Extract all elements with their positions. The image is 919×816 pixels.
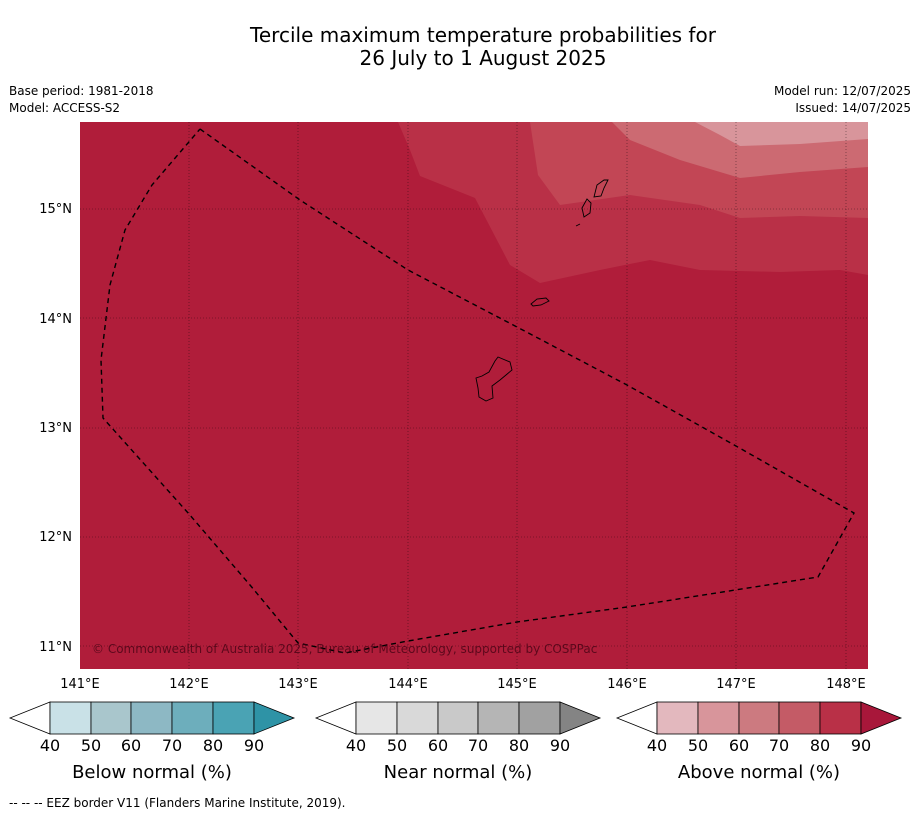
islands	[475, 179, 609, 402]
cb-above-bin	[697, 701, 740, 735]
y-tick-label: 12°N	[39, 530, 72, 545]
colorbar-near	[314, 701, 602, 735]
cb-tick-label: 50	[688, 736, 708, 755]
cb-above-extend-low	[615, 701, 658, 735]
model-run: Model run: 12/07/2025	[773, 84, 911, 98]
island-rota	[530, 297, 550, 307]
cb-tick-label: 40	[647, 736, 667, 755]
cb-near-bin	[396, 701, 439, 735]
issued-date: Issued: 14/07/2025	[795, 101, 911, 115]
cb-near-bin	[355, 701, 398, 735]
colorbar-near-label: Near normal (%)	[384, 762, 533, 783]
cb-tick-label: 70	[769, 736, 789, 755]
cb-tick-label: 40	[40, 736, 60, 755]
model-name: Model: ACCESS-S2	[9, 101, 121, 115]
cb-below-extend-low	[8, 701, 51, 735]
colorbar-below-label: Below normal (%)	[72, 762, 232, 783]
cb-tick-label: 80	[509, 736, 529, 755]
island-aguijan	[575, 223, 581, 227]
graticule	[80, 122, 868, 669]
x-tick-label: 148°E	[826, 677, 866, 692]
x-axis-ticks: 141°E 142°E 143°E 144°E 145°E 146°E 147°…	[60, 677, 866, 692]
chart-title-line-1: Tercile maximum temperature probabilitie…	[250, 23, 716, 47]
cb-tick-label: 50	[387, 736, 407, 755]
cb-near-extend-high	[559, 701, 602, 735]
cb-below-bin	[130, 701, 173, 735]
y-tick-label: 14°N	[39, 312, 72, 327]
cb-below-bin	[49, 701, 92, 735]
y-tick-label: 11°N	[39, 640, 72, 655]
cb-below-bin	[212, 701, 255, 735]
x-tick-label: 144°E	[388, 677, 428, 692]
cb-near-extend-low	[314, 701, 357, 735]
cb-near-bin	[477, 701, 520, 735]
meta-right: Model run: 12/07/2025 Issued: 14/07/2025	[774, 83, 911, 117]
probability-shading	[80, 122, 868, 669]
x-tick-label: 141°E	[60, 677, 100, 692]
cb-below-extend-high	[253, 701, 296, 735]
y-axis-ticks: 15°N 14°N 13°N 12°N 11°N	[39, 202, 72, 655]
cb-tick-label: 50	[81, 736, 101, 755]
cb-above-bin	[819, 701, 862, 735]
base-period: Base period: 1981-2018	[9, 84, 154, 98]
eez-border	[100, 128, 855, 654]
cb-tick-label: 80	[810, 736, 830, 755]
island-saipan	[593, 179, 609, 198]
x-tick-label: 142°E	[169, 677, 209, 692]
colorbar-above-label: Above normal (%)	[678, 762, 840, 783]
chart-title-line-2: 26 July to 1 August 2025	[359, 46, 607, 70]
colorbar-ticks: 40 50 60 70 80 90 40 50 60 70 80 90 40 5…	[40, 736, 871, 755]
island-guam	[475, 356, 513, 402]
cb-near-bin	[518, 701, 561, 735]
cb-tick-label: 90	[851, 736, 871, 755]
island-tinian	[581, 198, 592, 218]
eez-footnote: -- -- -- EEZ border V11 (Flanders Marine…	[9, 796, 346, 810]
y-tick-label: 15°N	[39, 202, 72, 217]
x-tick-label: 143°E	[278, 677, 318, 692]
cb-near-bin	[437, 701, 479, 735]
y-tick-label: 13°N	[39, 421, 72, 436]
cb-tick-label: 70	[162, 736, 182, 755]
cb-above-bin	[738, 701, 780, 735]
cb-above-extend-high	[860, 701, 903, 735]
cb-above-bin	[656, 701, 699, 735]
cb-tick-label: 40	[346, 736, 366, 755]
cb-below-bin	[90, 701, 132, 735]
meta-left: Base period: 1981-2018 Model: ACCESS-S2	[9, 83, 154, 117]
cb-tick-label: 80	[203, 736, 223, 755]
cb-tick-label: 60	[121, 736, 141, 755]
cb-tick-label: 60	[428, 736, 448, 755]
cb-above-bin	[778, 701, 821, 735]
shade-above-50	[695, 122, 868, 146]
cb-below-bin	[171, 701, 214, 735]
colorbar-above	[615, 701, 903, 735]
colorbar-below	[8, 701, 296, 735]
cb-tick-label: 90	[244, 736, 264, 755]
colorbar-labels: Below normal (%) Near normal (%) Above n…	[72, 762, 840, 783]
copyright-text: © Commonwealth of Australia 2025, Bureau…	[92, 642, 597, 656]
cb-tick-label: 60	[729, 736, 749, 755]
cb-tick-label: 90	[550, 736, 570, 755]
x-tick-label: 147°E	[716, 677, 756, 692]
x-tick-label: 145°E	[497, 677, 537, 692]
cb-tick-label: 70	[468, 736, 488, 755]
x-tick-label: 146°E	[607, 677, 647, 692]
